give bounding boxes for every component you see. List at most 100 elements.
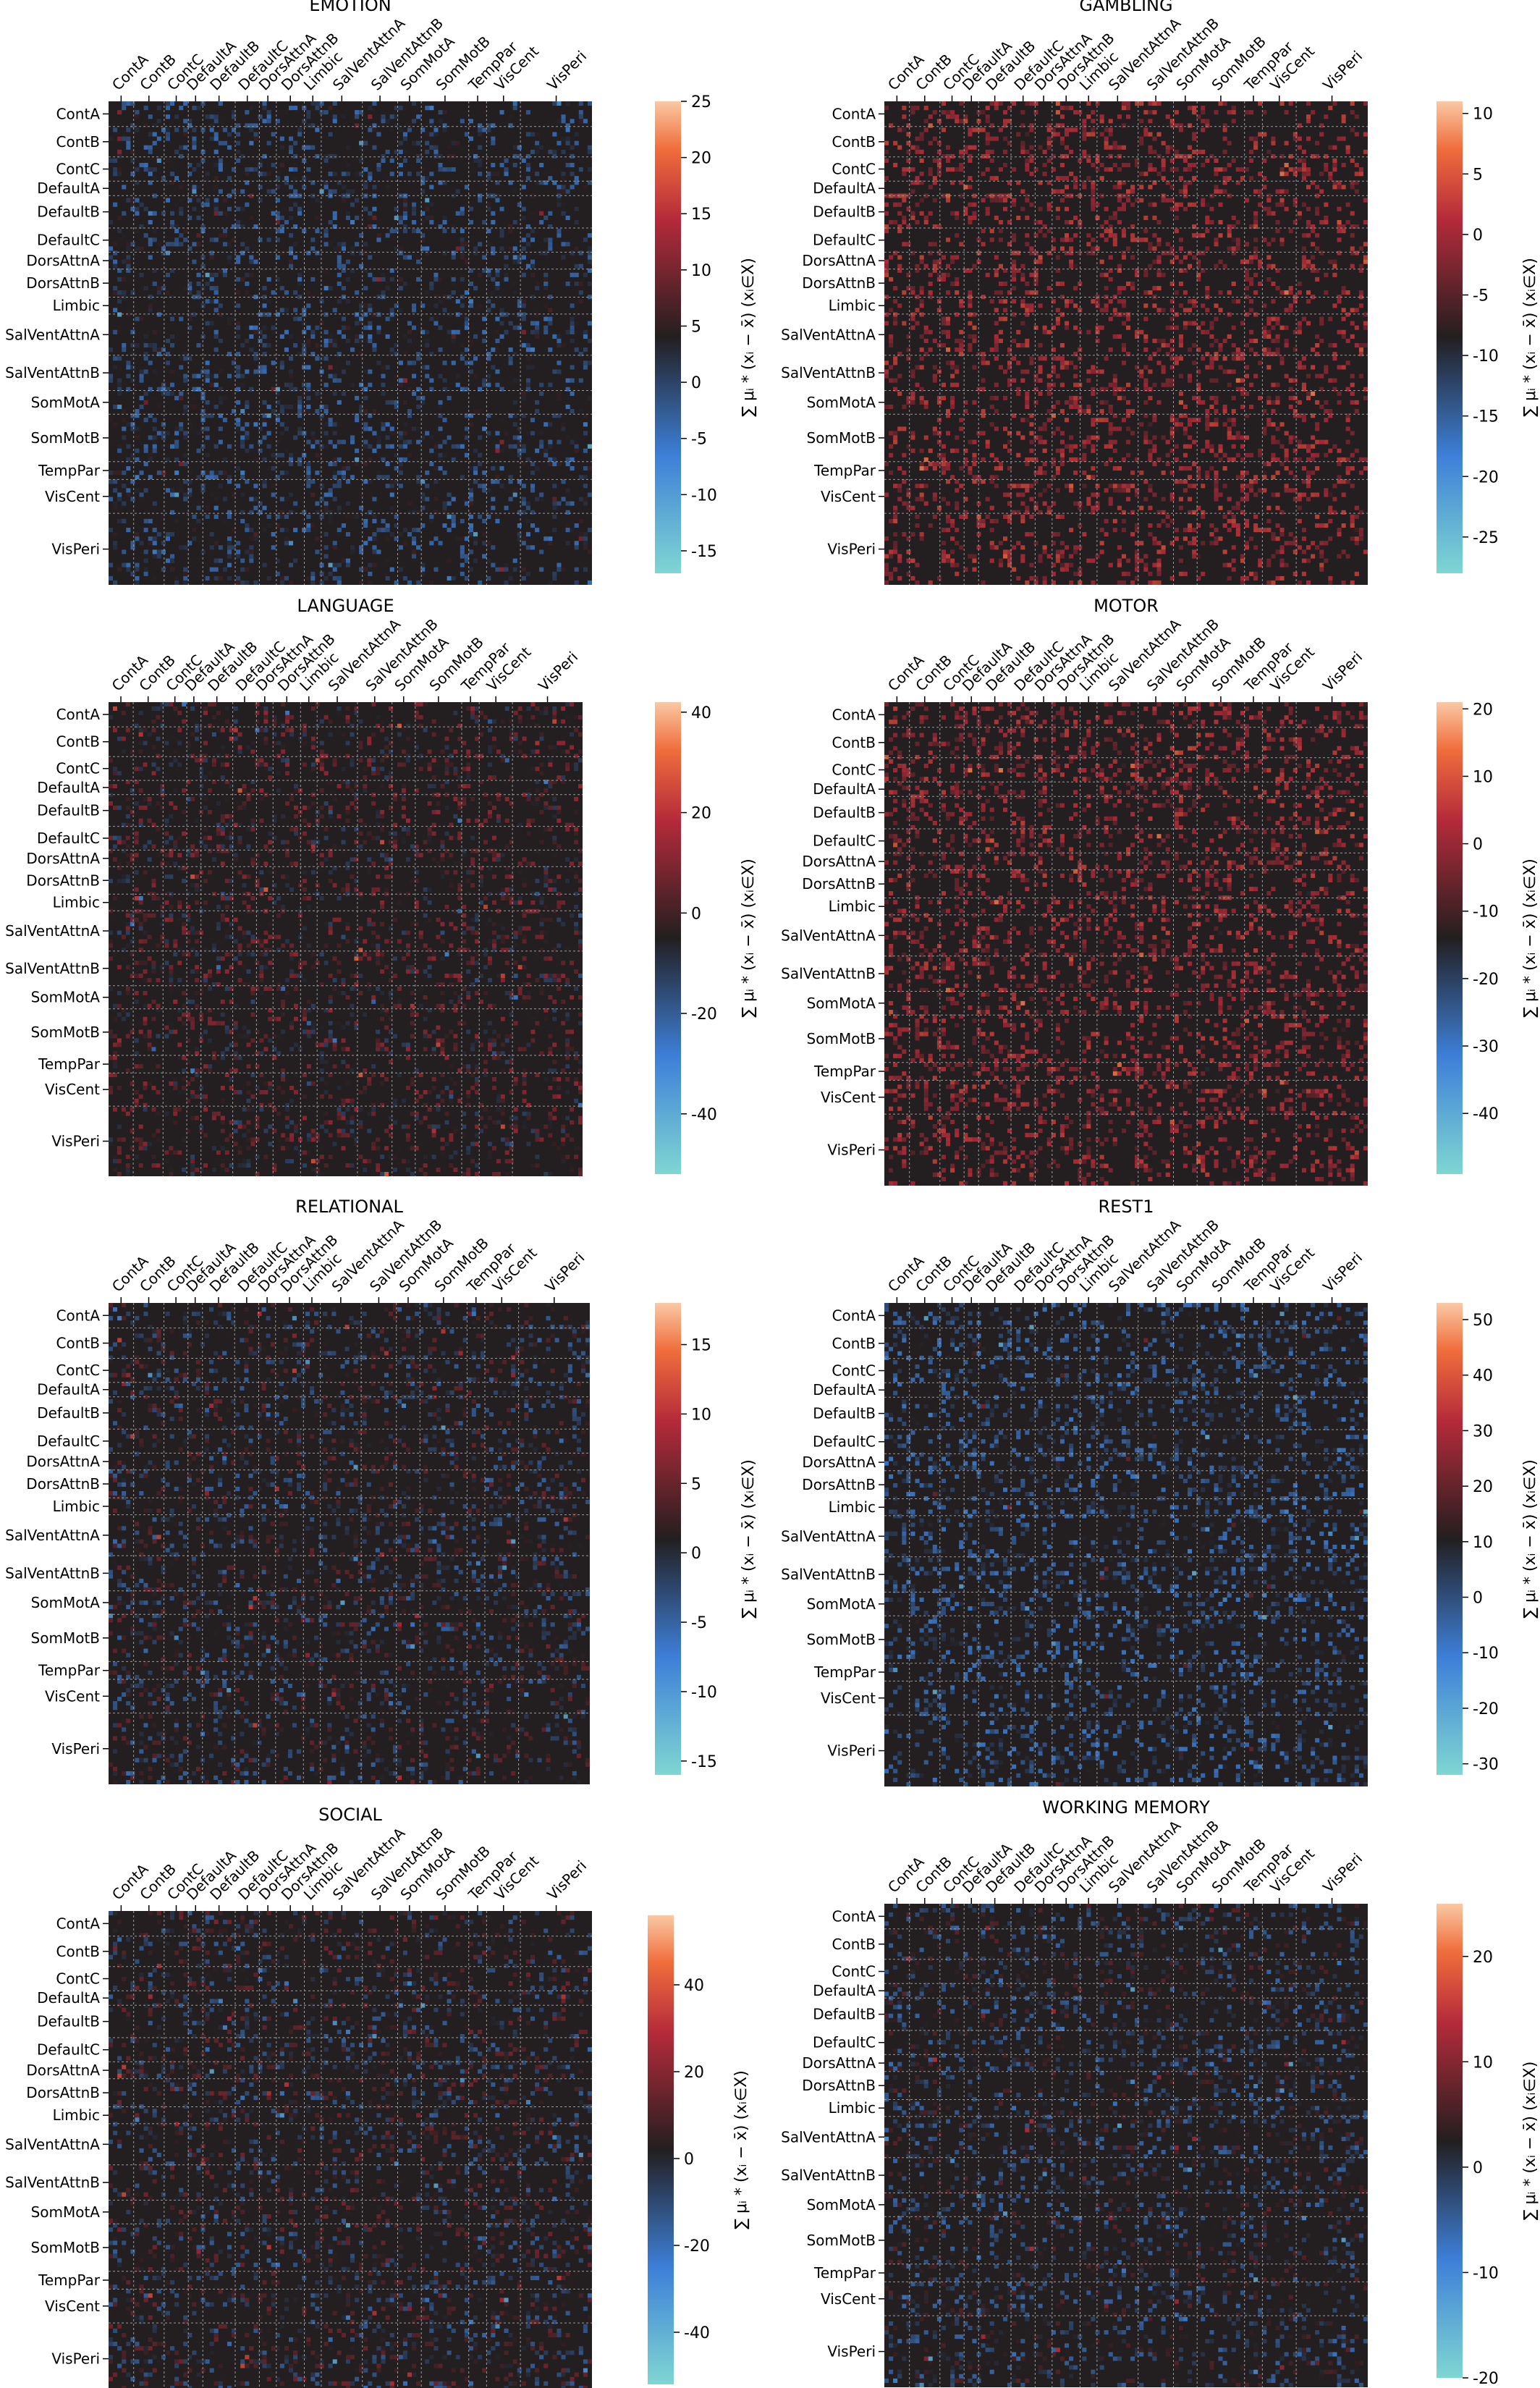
colorbar — [1437, 1303, 1463, 1775]
col-label: VisPeri — [1319, 1849, 1366, 1896]
panel-title: EMOTION — [309, 0, 391, 15]
row-label: DefaultC — [37, 2041, 100, 2059]
col-label: VisPeri — [543, 1857, 590, 1903]
row-label: Limbic — [53, 297, 100, 314]
row-label: VisCent — [821, 2290, 876, 2308]
row-label: Limbic — [829, 1498, 876, 1516]
colorbar-tick-label: 20 — [691, 805, 711, 823]
row-label: ContB — [832, 1936, 876, 1953]
row-label: VisPeri — [51, 1740, 100, 1758]
colorbar-label: ∑ μᵢ * (xᵢ − x̄) (xᵢ∈X) — [1521, 858, 1539, 1018]
heatmap-cells — [109, 1911, 592, 2388]
row-label: SalVentAttnA — [781, 1527, 876, 1545]
row-label: VisCent — [821, 1689, 876, 1707]
heatmap-cells — [109, 1303, 591, 1785]
row-label: VisPeri — [827, 2343, 876, 2360]
row-label: DefaultA — [813, 780, 876, 798]
row-label: DorsAttnB — [802, 1476, 876, 1493]
row-label: SomMotA — [807, 2196, 876, 2214]
colorbar-tick-label: -30 — [1473, 1038, 1499, 1056]
colorbar-tick-label: 0 — [691, 374, 701, 392]
row-label: SomMotB — [31, 1024, 100, 1041]
row-label: DorsAttnA — [802, 1454, 876, 1471]
colorbar — [655, 1303, 681, 1775]
row-label: VisPeri — [827, 541, 876, 558]
row-label: DorsAttnB — [26, 2084, 100, 2101]
row-label: ContA — [832, 1307, 876, 1324]
row-label: ContC — [56, 1970, 100, 1988]
colorbar-tick-label: -20 — [1473, 971, 1499, 989]
colorbar — [1437, 702, 1463, 1174]
row-label: VisPeri — [827, 1142, 876, 1159]
row-label: ContA — [832, 105, 876, 122]
row-label: DefaultB — [813, 2006, 876, 2023]
row-label: DorsAttnB — [26, 872, 100, 889]
row-label: SomMotB — [807, 1030, 876, 1047]
heatmap-cells — [884, 101, 1368, 585]
row-label: SalVentAttnB — [781, 965, 876, 982]
colorbar — [1437, 1904, 1463, 2378]
row-label: DefaultC — [813, 2034, 876, 2051]
colorbar-tick-label: -20 — [1473, 1700, 1499, 1718]
row-label: Limbic — [53, 894, 100, 911]
colorbar-tick-label: -15 — [691, 1753, 717, 1771]
heatmap-cells — [884, 702, 1368, 1186]
colorbar-tick-label: -40 — [691, 1106, 717, 1124]
row-label: ContB — [56, 133, 100, 151]
network-grid — [109, 1303, 590, 1784]
row-label: DefaultA — [37, 1989, 100, 2007]
row-label: DefaultB — [813, 203, 876, 221]
row-label: ContC — [832, 761, 876, 779]
row-label: DorsAttnA — [26, 850, 100, 867]
row-label: SomMotA — [807, 394, 876, 411]
row-label: DorsAttnA — [26, 1453, 100, 1470]
row-label: ContB — [832, 734, 876, 751]
row-label: DorsAttnB — [802, 274, 876, 292]
row-label: SalVentAttnA — [781, 2128, 876, 2146]
row-label: SomMotA — [31, 394, 101, 411]
row-label: DorsAttnA — [26, 252, 100, 269]
colorbar-tick-label: -10 — [691, 486, 717, 505]
colorbar — [655, 101, 681, 573]
colorbar-tick-label: 5 — [691, 318, 701, 336]
colorbar-label: ∑ μᵢ * (xᵢ − x̄) (xᵢ∈X) — [1521, 1459, 1539, 1619]
row-label: SomMotB — [31, 1629, 100, 1647]
colorbar-label: ∑ μᵢ * (xᵢ − x̄) (xᵢ∈X) — [1521, 2062, 1539, 2221]
colorbar-tick-label: -20 — [1473, 468, 1499, 486]
row-label: ContC — [832, 161, 876, 178]
colorbar-tick-label: -10 — [1473, 347, 1499, 366]
row-label: DefaultC — [37, 830, 100, 847]
panel-title: SOCIAL — [318, 1805, 382, 1825]
row-label: SalVentAttnB — [5, 1564, 100, 1582]
col-label: VisPeri — [541, 1249, 588, 1295]
row-label: DefaultB — [37, 802, 100, 819]
colorbar-label: ∑ μᵢ * (xᵢ − x̄) (xᵢ∈X) — [740, 858, 758, 1018]
colorbar-tick-label: 0 — [1473, 227, 1483, 245]
row-label: DorsAttnA — [802, 252, 876, 269]
colorbar-tick-label: -20 — [684, 2237, 710, 2256]
colorbar-tick-label: 0 — [684, 2151, 694, 2169]
row-label: DefaultA — [37, 180, 100, 197]
colorbar-tick-label: 0 — [691, 905, 701, 923]
colorbar-tick-label: 10 — [691, 262, 711, 280]
col-label: VisPeri — [1319, 648, 1366, 694]
colorbar — [648, 1915, 674, 2384]
row-label: TempPar — [813, 462, 876, 479]
row-label: DefaultB — [37, 1404, 100, 1422]
colorbar-tick-label: 25 — [691, 93, 711, 111]
row-label: ContB — [832, 1335, 876, 1352]
colorbar-tick-label: -10 — [1473, 1645, 1499, 1663]
colorbar-label: ∑ μᵢ * (xᵢ − x̄) (xᵢ∈X) — [740, 258, 758, 417]
col-label: VisPeri — [1319, 1249, 1366, 1295]
row-label: ContB — [56, 733, 100, 751]
row-label: DorsAttnB — [802, 2077, 876, 2094]
row-label: SalVentAttnA — [5, 922, 100, 940]
row-label: SomMotB — [807, 429, 876, 447]
row-label: DefaultB — [37, 2013, 100, 2030]
colorbar-tick-label: 20 — [1473, 1478, 1493, 1496]
row-label: SalVentAttnA — [5, 1527, 100, 1544]
row-label: ContA — [56, 1915, 101, 1932]
col-label: VisPeri — [535, 648, 581, 694]
